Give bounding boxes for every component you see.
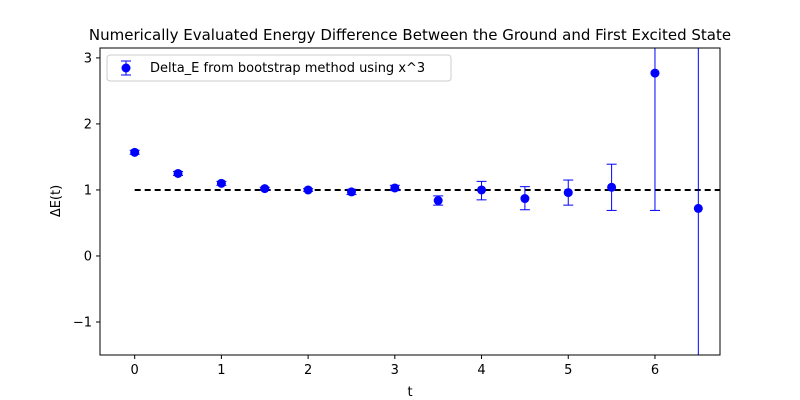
data-point: [607, 182, 617, 192]
x-tick-label: 0: [131, 363, 139, 378]
legend: Delta_E from bootstrap method using x^3: [106, 54, 452, 82]
x-axis-label: t: [407, 385, 412, 400]
data-point: [520, 194, 530, 204]
data-point: [477, 185, 487, 195]
x-tick-label: 3: [391, 363, 399, 378]
data-point: [216, 178, 226, 188]
legend-label: Delta_E from bootstrap method using x^3: [150, 61, 425, 76]
x-tick-label: 5: [564, 363, 572, 378]
data-point: [260, 184, 270, 194]
plot-area: 0 1 2 3 4 5 6 −1 0 1 2 3: [73, 48, 720, 378]
chart-title: Numerically Evaluated Energy Difference …: [89, 26, 731, 44]
data-point: [130, 147, 140, 157]
data-point: [693, 203, 703, 213]
y-tick-label: 2: [84, 117, 92, 132]
data-point: [346, 187, 356, 197]
y-tick-label: 3: [84, 51, 92, 66]
axes-frame: [99, 47, 721, 356]
x-tick-label: 1: [217, 363, 225, 378]
x-tick-label: 6: [651, 363, 659, 378]
x-tick-label: 4: [477, 363, 485, 378]
y-tick-label: 1: [84, 183, 92, 198]
y-axis-label: ΔE(t): [49, 185, 64, 217]
data-point: [173, 168, 183, 178]
legend-box: [106, 54, 452, 82]
data-point: [390, 183, 400, 193]
data-point: [303, 185, 313, 195]
y-tick-label: −1: [73, 315, 92, 330]
y-tick-label: 0: [84, 249, 92, 264]
x-tick-label: 2: [304, 363, 312, 378]
data-point: [563, 188, 573, 198]
legend-marker: [121, 63, 131, 73]
data-point: [650, 68, 660, 78]
data-point: [433, 196, 443, 206]
